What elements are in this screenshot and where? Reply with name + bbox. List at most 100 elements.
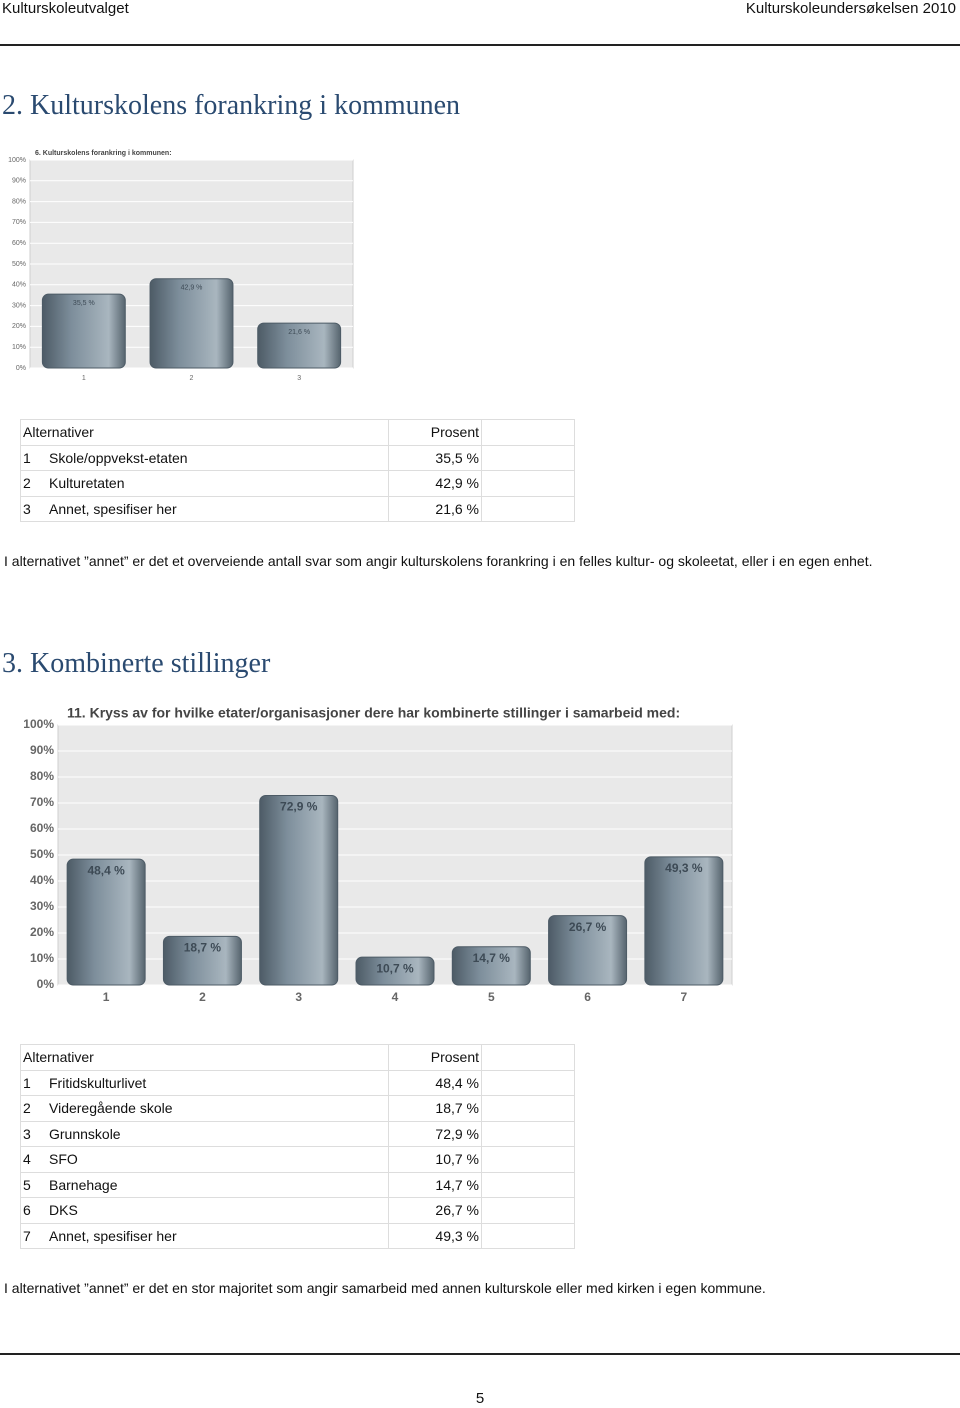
value-label: 49,3 % xyxy=(665,861,703,875)
y-tick-label: 50% xyxy=(12,261,26,268)
x-tick-label: 7 xyxy=(681,990,688,1004)
y-tick-label: 60% xyxy=(12,240,26,247)
x-tick-label: 3 xyxy=(297,375,301,382)
footer-rule xyxy=(0,1353,960,1355)
x-tick-label: 3 xyxy=(295,990,302,1004)
cell xyxy=(481,1197,575,1224)
cell-percent: 35,5 % xyxy=(388,444,482,471)
section-heading: 2. Kulturskolens forankring i kommunen xyxy=(2,90,461,121)
x-tick-label: 1 xyxy=(103,990,110,1004)
page-number: 5 xyxy=(475,1390,485,1407)
y-tick-label: 60% xyxy=(30,821,54,835)
table-row: 4 SFO 10,7 % xyxy=(20,1146,575,1173)
table-row: 1 Fritidskulturlivet 48,4 % xyxy=(20,1069,575,1096)
value-label: 21,6 % xyxy=(288,329,310,336)
y-tick-label: 10% xyxy=(12,344,26,351)
column-header: Prosent xyxy=(388,1044,482,1071)
chart-title: 6. Kulturskolens forankring i kommunen: xyxy=(35,150,172,157)
cell-label: Barnehage xyxy=(47,1171,389,1198)
cell xyxy=(481,1044,575,1071)
cell-number: 4 xyxy=(20,1146,47,1173)
cell-number: 1 xyxy=(20,1069,47,1096)
cell-number: 1 xyxy=(20,444,47,471)
cell-percent: 14,7 % xyxy=(388,1171,482,1198)
y-tick-label: 20% xyxy=(12,323,26,330)
cell xyxy=(481,470,575,497)
x-tick-label: 2 xyxy=(199,990,206,1004)
cell-label: DKS xyxy=(47,1197,389,1224)
cell-percent: 49,3 % xyxy=(388,1222,482,1249)
table-row: 3 Grunnskole 72,9 % xyxy=(20,1120,575,1147)
y-tick-label: 70% xyxy=(30,795,54,809)
y-tick-label: 40% xyxy=(30,873,54,887)
x-tick-label: 1 xyxy=(82,375,86,382)
bar xyxy=(149,278,234,369)
cell xyxy=(481,1069,575,1096)
table-row: 7 Annet, spesifiser her 49,3 % xyxy=(20,1222,575,1249)
cell-label: Fritidskulturlivet xyxy=(47,1069,389,1096)
y-tick-label: 0% xyxy=(37,977,55,991)
y-tick-label: 100% xyxy=(8,157,26,164)
bar xyxy=(548,915,628,986)
bar xyxy=(162,935,242,986)
table-row: 2 Kulturetaten 42,9 % xyxy=(20,470,575,497)
y-tick-label: 30% xyxy=(30,899,54,913)
bar xyxy=(451,946,531,986)
cell-label: Grunnskole xyxy=(47,1120,389,1147)
y-tick-label: 90% xyxy=(12,178,26,185)
cell-number: 6 xyxy=(20,1197,47,1224)
cell-label: Annet, spesifiser her xyxy=(47,495,389,522)
bar xyxy=(66,858,146,986)
cell-percent: 48,4 % xyxy=(388,1069,482,1096)
bar xyxy=(644,856,724,986)
value-label: 18,7 % xyxy=(184,941,222,955)
y-tick-label: 80% xyxy=(30,769,54,783)
column-header: Prosent xyxy=(388,419,482,446)
y-tick-label: 10% xyxy=(30,951,54,965)
table-row: 6 DKS 26,7 % xyxy=(20,1197,575,1224)
bar xyxy=(355,956,435,986)
y-tick-label: 50% xyxy=(30,847,54,861)
table-header: Alternativer Prosent xyxy=(20,1044,575,1071)
cell-label: Kulturetaten xyxy=(47,470,389,497)
y-tick-label: 100% xyxy=(23,717,54,731)
cell-label: SFO xyxy=(47,1146,389,1173)
table-row: 5 Barnehage 14,7 % xyxy=(20,1171,575,1198)
bar xyxy=(41,293,126,369)
cell-label: Annet, spesifiser her xyxy=(47,1222,389,1249)
table-row: 1 Skole/oppvekst-etaten 35,5 % xyxy=(20,444,575,471)
cell-number: 2 xyxy=(20,1095,47,1122)
cell-number: 3 xyxy=(20,1120,47,1147)
cell xyxy=(481,1222,575,1249)
x-tick-label: 2 xyxy=(190,375,194,382)
cell-number: 2 xyxy=(20,470,47,497)
x-tick-label: 6 xyxy=(584,990,591,1004)
column-header: Alternativer xyxy=(20,419,389,446)
y-tick-label: 70% xyxy=(12,219,26,226)
value-label: 35,5 % xyxy=(73,300,95,307)
cell-number: 5 xyxy=(20,1171,47,1198)
cell-percent: 42,9 % xyxy=(388,470,482,497)
value-label: 10,7 % xyxy=(376,961,414,975)
bar xyxy=(259,794,339,986)
cell xyxy=(481,1120,575,1147)
table: Alternativer Prosent 1 Fritidskulturlivet 48… xyxy=(20,1044,575,1249)
cell-percent: 21,6 % xyxy=(388,495,482,522)
cell-number: 3 xyxy=(20,495,47,522)
chart-title: 11. Kryss av for hvilke etater/organisas… xyxy=(67,705,680,721)
cell-label: Videregående skole xyxy=(47,1095,389,1122)
cell-percent: 72,9 % xyxy=(388,1120,482,1147)
table: Alternativer Prosent 1 Skole/oppvekst-etate… xyxy=(20,419,575,522)
header-right: Kulturskoleundersøkelsen 2010 xyxy=(745,0,956,17)
cell-percent: 10,7 % xyxy=(388,1146,482,1173)
cell xyxy=(481,1171,575,1198)
cell xyxy=(481,1146,575,1173)
y-tick-label: 20% xyxy=(30,925,54,939)
bar xyxy=(257,322,342,369)
cell-number: 7 xyxy=(20,1222,47,1249)
cell xyxy=(481,495,575,522)
table-header: Alternativer Prosent xyxy=(20,419,575,446)
cell xyxy=(481,444,575,471)
cell-percent: 26,7 % xyxy=(388,1197,482,1224)
